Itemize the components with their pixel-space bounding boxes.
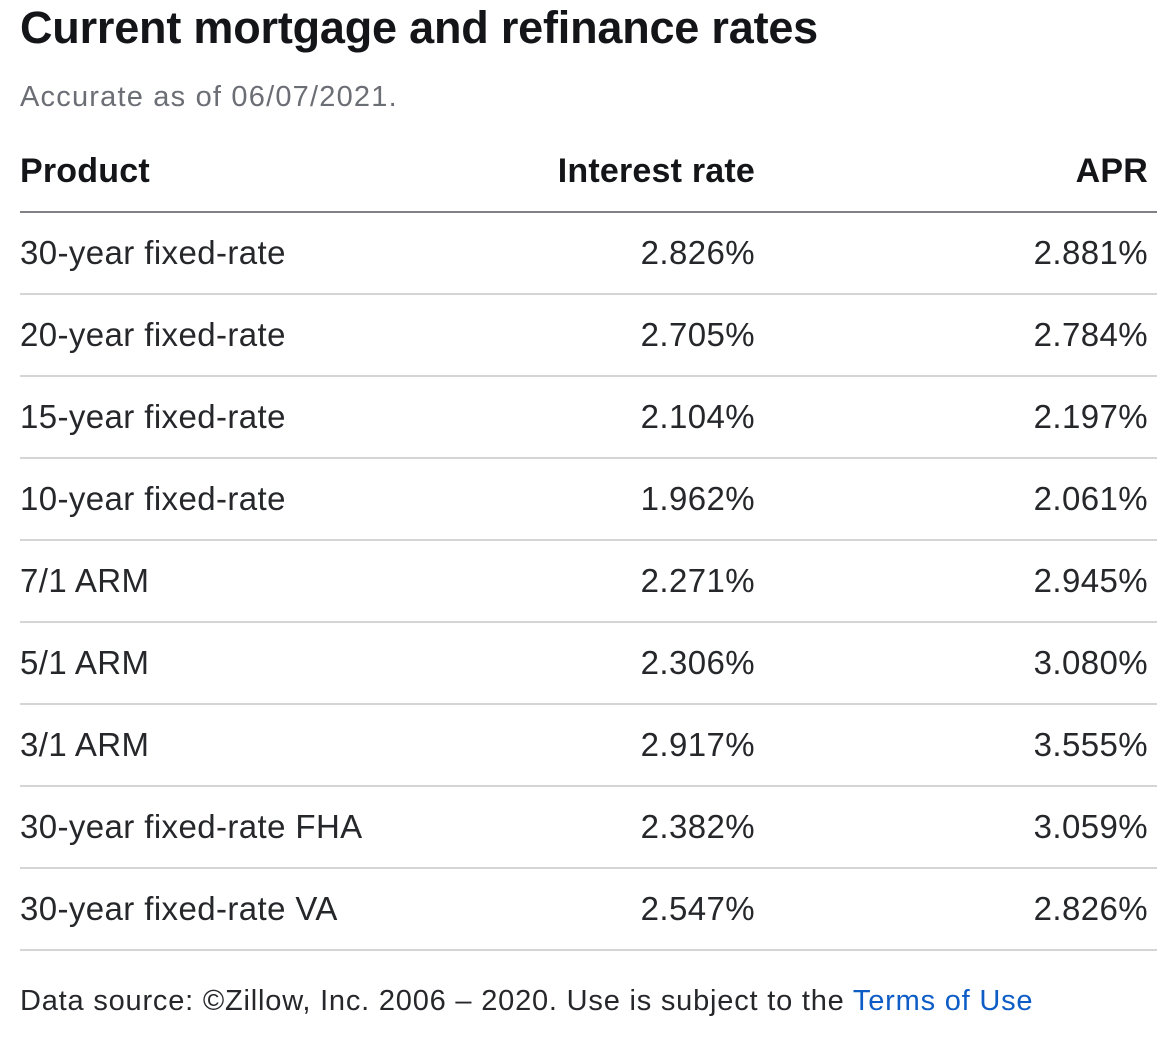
cell-product: 30-year fixed-rate VA [20,868,420,951]
cell-interest-rate: 2.917% [420,704,755,787]
cell-apr: 2.945% [755,540,1157,623]
cell-product: 30-year fixed-rate [20,212,420,295]
column-header-product: Product [20,151,420,213]
page-title: Current mortgage and refinance rates [20,2,819,53]
cell-apr: 2.061% [755,458,1157,541]
rates-widget: Current mortgage and refinance rates Acc… [20,2,1157,1018]
table-row: 3/1 ARM 2.917% 3.555% [20,704,1157,787]
rates-table-body: 30-year fixed-rate 2.826% 2.881% 20-year… [20,212,1157,951]
cell-interest-rate: 2.547% [420,868,755,951]
cell-interest-rate: 1.962% [420,458,755,541]
table-row: 30-year fixed-rate VA 2.547% 2.826% [20,868,1157,951]
accuracy-date-subtitle: Accurate as of 06/07/2021. [20,81,398,113]
rates-table: Product Interest rate APR 30-year fixed-… [20,151,1157,951]
cell-product: 10-year fixed-rate [20,458,420,541]
cell-product: 30-year fixed-rate FHA [20,786,420,869]
cell-apr: 2.784% [755,294,1157,377]
terms-of-use-link[interactable]: Terms of Use [852,985,1034,1017]
cell-apr: 2.197% [755,376,1157,459]
cell-interest-rate: 2.382% [420,786,755,869]
cell-interest-rate: 2.104% [420,376,755,459]
table-row: 30-year fixed-rate 2.826% 2.881% [20,212,1157,295]
table-row: 30-year fixed-rate FHA 2.382% 3.059% [20,786,1157,869]
table-row: 15-year fixed-rate 2.104% 2.197% [20,376,1157,459]
cell-apr: 2.881% [755,212,1157,295]
cell-product: 5/1 ARM [20,622,420,705]
table-row: 20-year fixed-rate 2.705% 2.784% [20,294,1157,377]
cell-apr: 2.826% [755,868,1157,951]
table-row: 7/1 ARM 2.271% 2.945% [20,540,1157,623]
table-row: 5/1 ARM 2.306% 3.080% [20,622,1157,705]
cell-interest-rate: 2.826% [420,212,755,295]
cell-apr: 3.059% [755,786,1157,869]
cell-interest-rate: 2.271% [420,540,755,623]
cell-product: 7/1 ARM [20,540,420,623]
rates-table-header: Product Interest rate APR [20,151,1157,213]
cell-interest-rate: 2.306% [420,622,755,705]
cell-apr: 3.555% [755,704,1157,787]
cell-product: 15-year fixed-rate [20,376,420,459]
column-header-interest-rate: Interest rate [420,151,755,213]
data-source-note: Data source: ©Zillow, Inc. 2006 – 2020. … [20,984,1148,1018]
column-header-apr: APR [755,151,1157,213]
table-row: 10-year fixed-rate 1.962% 2.061% [20,458,1157,541]
header-row: Product Interest rate APR [20,151,1157,213]
cell-interest-rate: 2.705% [420,294,755,377]
cell-product: 20-year fixed-rate [20,294,420,377]
cell-apr: 3.080% [755,622,1157,705]
data-source-text: Data source: ©Zillow, Inc. 2006 – 2020. … [20,985,853,1017]
cell-product: 3/1 ARM [20,704,420,787]
